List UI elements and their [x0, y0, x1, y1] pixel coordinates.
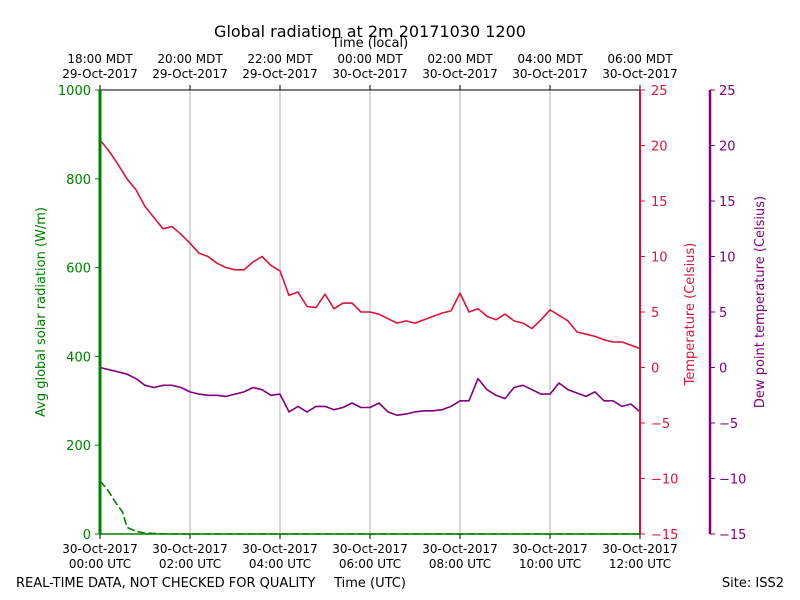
- top-tick-label-date: 29-Oct-2017: [152, 67, 228, 81]
- top-tick-label-time: 02:00 MDT: [427, 52, 493, 66]
- dewpoint-tick-label: 0: [719, 362, 727, 377]
- top-tick-label-date: 30-Oct-2017: [512, 67, 588, 81]
- top-tick-label-time: 04:00 MDT: [517, 52, 583, 66]
- x-tick-label-date: 30-Oct-2017: [602, 542, 678, 556]
- x-tick-label-date: 30-Oct-2017: [62, 542, 138, 556]
- top-tick-label-date: 30-Oct-2017: [422, 67, 498, 81]
- temperature-tick-label: 15: [651, 195, 668, 210]
- dewpoint-tick-label: 25: [719, 84, 736, 99]
- x-tick-label-date: 30-Oct-2017: [422, 542, 498, 556]
- left-tick-label: 400: [66, 350, 91, 365]
- dewpoint-tick-label: −5: [719, 417, 738, 432]
- top-tick-label-date: 29-Oct-2017: [242, 67, 318, 81]
- x-tick-label-time: 06:00 UTC: [339, 557, 401, 571]
- top-tick-label-time: 06:00 MDT: [607, 52, 673, 66]
- temperature-tick-label: 5: [651, 306, 659, 321]
- temperature-series-line: [99, 139, 641, 350]
- dewpoint-tick-label: 5: [719, 306, 727, 321]
- top-tick-label-time: 22:00 MDT: [247, 52, 313, 66]
- x-tick-label-date: 30-Oct-2017: [152, 542, 228, 556]
- x-tick-label-time: 00:00 UTC: [69, 557, 131, 571]
- x-tick-label-time: 08:00 UTC: [429, 557, 491, 571]
- dewpoint-series-line: [99, 366, 641, 417]
- x-tick-label-time: 04:00 UTC: [249, 557, 311, 571]
- dewpoint-tick-label: −15: [719, 528, 746, 543]
- left-tick-label: 0: [83, 528, 91, 543]
- site-label: Site: ISS2: [722, 576, 784, 591]
- top-tick-label-time: 20:00 MDT: [157, 52, 223, 66]
- left-axis-label: Avg global solar radiation (W/m): [34, 207, 49, 417]
- temperature-tick-label: −5: [651, 417, 670, 432]
- top-tick-label-time: 18:00 MDT: [67, 52, 133, 66]
- x-axis-label: Time (UTC): [333, 576, 406, 591]
- x-tick-label-date: 30-Oct-2017: [512, 542, 588, 556]
- x-tick-label-date: 30-Oct-2017: [242, 542, 318, 556]
- top-axis-label: Time (local): [331, 36, 408, 51]
- temperature-tick-label: 20: [651, 140, 668, 155]
- left-tick-label: 1000: [58, 84, 91, 99]
- top-tick-label-date: 30-Oct-2017: [602, 67, 678, 81]
- left-tick-label: 800: [66, 173, 91, 188]
- quality-disclaimer: REAL-TIME DATA, NOT CHECKED FOR QUALITY: [16, 576, 315, 591]
- x-tick-label-time: 02:00 UTC: [159, 557, 221, 571]
- temperature-tick-label: −15: [651, 528, 678, 543]
- dewpoint-tick-label: 10: [719, 251, 736, 266]
- top-tick-label-date: 29-Oct-2017: [62, 67, 138, 81]
- temperature-tick-label: 0: [651, 362, 659, 377]
- top-tick-label-time: 00:00 MDT: [337, 52, 403, 66]
- temperature-axis-label: Temperature (Celsius): [683, 243, 698, 387]
- left-tick-label: 200: [66, 439, 91, 454]
- dewpoint-tick-label: −10: [719, 473, 746, 488]
- x-tick-label-time: 10:00 UTC: [519, 557, 581, 571]
- temperature-tick-label: 10: [651, 251, 668, 266]
- x-tick-label-time: 12:00 UTC: [609, 557, 671, 571]
- left-tick-label: 600: [66, 262, 91, 277]
- temperature-tick-label: 25: [651, 84, 668, 99]
- chart-title: Global radiation at 2m 20171030 1200: [214, 22, 526, 41]
- x-tick-label-date: 30-Oct-2017: [332, 542, 408, 556]
- dewpoint-axis-label: Dew point temperature (Celsius): [753, 196, 768, 408]
- dewpoint-tick-label: 15: [719, 195, 736, 210]
- temperature-tick-label: −10: [651, 473, 678, 488]
- dewpoint-tick-label: 20: [719, 140, 736, 155]
- top-tick-label-date: 30-Oct-2017: [332, 67, 408, 81]
